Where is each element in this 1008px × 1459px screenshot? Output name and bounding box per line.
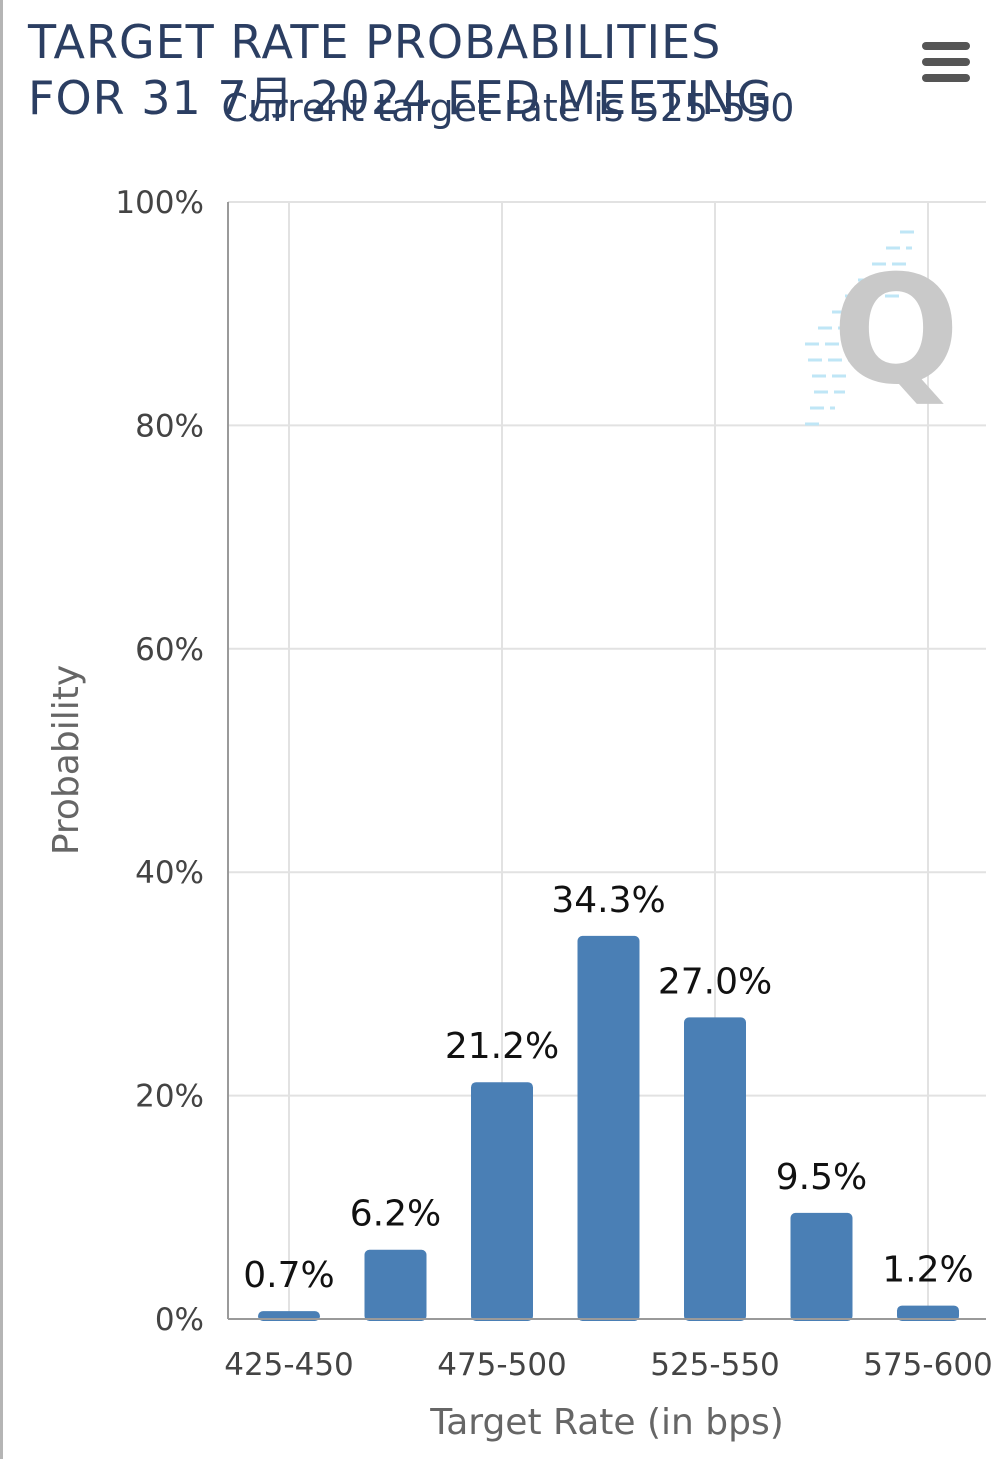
chart-title-line-1: TARGET RATE PROBABILITIES bbox=[28, 15, 722, 69]
bar-450-475[interactable] bbox=[364, 1249, 427, 1321]
y-axis-title: Probability bbox=[46, 665, 87, 855]
bar-550-575[interactable] bbox=[790, 1212, 853, 1321]
watermark-logo: Q bbox=[805, 230, 960, 426]
chart-title-line-2: FOR 31 7月 2024 FED MEETING bbox=[28, 71, 774, 125]
left-border bbox=[0, 0, 3, 1459]
bars bbox=[258, 935, 959, 1321]
chart-subtitle: Current target rate is 525-550 bbox=[221, 86, 795, 130]
x-axis-title: Target Rate (in bps) bbox=[429, 1402, 784, 1443]
y-tick-label: 80% bbox=[135, 408, 204, 444]
x-tick-label: 475-500 bbox=[437, 1347, 567, 1383]
data-labels: 0.7% 6.2% 21.2% 34.3% 27.0% 9.5% 1.2% bbox=[243, 880, 973, 1296]
y-tick-label: 60% bbox=[135, 632, 204, 668]
bar-525-550[interactable] bbox=[684, 1017, 746, 1321]
chart-title: TARGET RATE PROBABILITIES FOR 31 7月 2024… bbox=[28, 14, 888, 126]
data-label-425-450: 0.7% bbox=[243, 1255, 334, 1296]
data-label-550-575: 9.5% bbox=[776, 1157, 867, 1198]
y-tick-label: 40% bbox=[135, 855, 204, 891]
y-tick-label: 0% bbox=[155, 1302, 204, 1338]
data-label-575-600: 1.2% bbox=[882, 1250, 973, 1291]
bar-500-525[interactable] bbox=[577, 935, 640, 1321]
bar-575-600[interactable] bbox=[897, 1305, 959, 1321]
x-tick-label: 575-600 bbox=[863, 1347, 993, 1383]
x-tick-label: 425-450 bbox=[224, 1347, 354, 1383]
hamburger-menu-icon[interactable] bbox=[918, 40, 974, 84]
axes: 0% 20% 40% 60% 80% 100% 425-450 475-500 525-550 5… bbox=[115, 185, 992, 1383]
data-label-500-525: 34.3% bbox=[551, 880, 665, 921]
y-tick-label: 100% bbox=[115, 185, 204, 221]
data-label-475-500: 21.2% bbox=[445, 1026, 559, 1067]
data-label-525-550: 27.0% bbox=[658, 961, 772, 1002]
x-tick-label: 525-550 bbox=[650, 1347, 780, 1383]
bar-475-500[interactable] bbox=[471, 1082, 533, 1321]
y-tick-label: 20% bbox=[135, 1079, 204, 1115]
watermark-letter: Q bbox=[832, 244, 960, 418]
data-label-450-475: 6.2% bbox=[350, 1194, 441, 1235]
